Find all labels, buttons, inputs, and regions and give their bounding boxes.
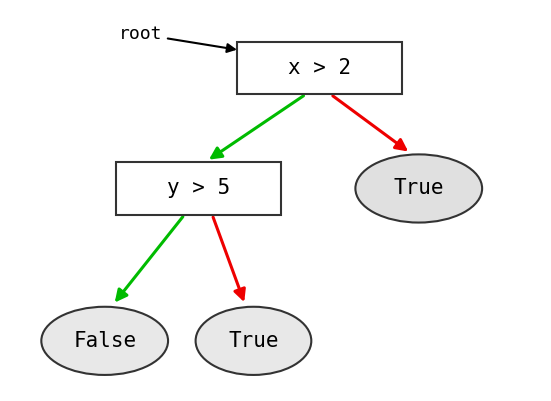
Text: x > 2: x > 2 [288, 58, 351, 78]
Text: False: False [73, 331, 136, 351]
Ellipse shape [355, 154, 482, 223]
Text: y > 5: y > 5 [167, 178, 230, 198]
Text: True: True [393, 178, 444, 198]
Ellipse shape [41, 307, 168, 375]
Text: root: root [119, 25, 235, 52]
Bar [116, 162, 281, 215]
Ellipse shape [196, 307, 311, 375]
Text: True: True [228, 331, 279, 351]
Bar [237, 42, 402, 94]
